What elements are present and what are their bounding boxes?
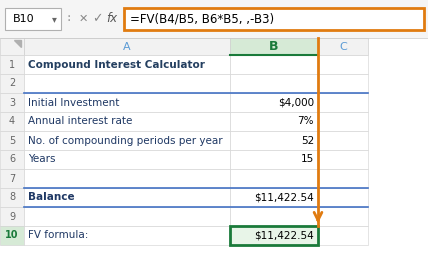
Text: ▾: ▾ (51, 14, 56, 24)
Bar (0, 188, 24, 207)
Text: Years: Years (28, 154, 56, 165)
Bar (230, 112, 318, 131)
Polygon shape (14, 40, 21, 47)
Bar (24, 131, 230, 150)
Bar (318, 131, 368, 150)
Bar (230, 55, 318, 74)
Text: fx: fx (107, 13, 118, 25)
Bar (24, 55, 230, 74)
Text: ·: · (67, 14, 71, 28)
Bar (24, 74, 230, 93)
Text: 52: 52 (301, 136, 314, 146)
Text: Initial Investment: Initial Investment (28, 98, 119, 107)
Text: =FV(B4/B5, B6*B5, ,-B3): =FV(B4/B5, B6*B5, ,-B3) (130, 13, 274, 25)
Text: B10: B10 (13, 14, 35, 24)
Bar (0, 55, 24, 74)
Bar (230, 188, 318, 207)
Bar (0, 38, 24, 55)
Text: A: A (123, 42, 131, 51)
Bar (0, 0, 428, 38)
Text: Balance: Balance (28, 192, 74, 203)
Bar (318, 93, 368, 112)
Text: 3: 3 (9, 98, 15, 107)
Bar (318, 226, 368, 245)
Bar (230, 93, 318, 112)
Bar (318, 74, 368, 93)
Text: B: B (269, 40, 279, 53)
Bar (124, 8, 424, 30)
Bar (24, 207, 230, 226)
Bar (0, 131, 24, 150)
Bar (0, 112, 24, 131)
Text: 15: 15 (301, 154, 314, 165)
Bar (24, 150, 230, 169)
Bar (230, 74, 318, 93)
Text: Compound Interest Calculator: Compound Interest Calculator (28, 59, 205, 69)
Text: 6: 6 (9, 154, 15, 165)
Bar (230, 226, 318, 245)
Text: 1: 1 (9, 59, 15, 69)
Bar (230, 131, 318, 150)
Bar (318, 169, 368, 188)
Bar (230, 207, 318, 226)
Bar (24, 188, 230, 207)
Text: 7: 7 (9, 173, 15, 184)
Text: 9: 9 (9, 211, 15, 221)
Text: 7%: 7% (297, 117, 314, 126)
Text: $11,422.54: $11,422.54 (254, 230, 314, 240)
Text: ·: · (67, 10, 71, 24)
Bar (318, 188, 368, 207)
Text: ✓: ✓ (92, 13, 102, 25)
Bar (230, 38, 318, 55)
Bar (0, 150, 24, 169)
Text: FV formula:: FV formula: (28, 230, 88, 240)
Bar (0, 74, 24, 93)
Bar (230, 169, 318, 188)
Text: 10: 10 (5, 230, 19, 240)
Bar (318, 207, 368, 226)
Bar (24, 112, 230, 131)
Text: C: C (339, 42, 347, 51)
Bar (24, 93, 230, 112)
Bar (0, 169, 24, 188)
Text: 2: 2 (9, 79, 15, 88)
Text: 8: 8 (9, 192, 15, 203)
Bar (0, 207, 24, 226)
Text: $11,422.54: $11,422.54 (254, 192, 314, 203)
Bar (24, 38, 230, 55)
Bar (230, 150, 318, 169)
Bar (0, 93, 24, 112)
Bar (5, 8, 61, 30)
Text: 4: 4 (9, 117, 15, 126)
Bar (0, 226, 24, 245)
Bar (24, 226, 230, 245)
Text: 5: 5 (9, 136, 15, 146)
Text: ✕: ✕ (78, 14, 88, 24)
Text: $4,000: $4,000 (278, 98, 314, 107)
Bar (318, 150, 368, 169)
Text: Annual interest rate: Annual interest rate (28, 117, 132, 126)
Bar (24, 169, 230, 188)
Bar (318, 38, 368, 55)
Bar (230, 226, 318, 245)
Bar (318, 112, 368, 131)
Text: No. of compounding periods per year: No. of compounding periods per year (28, 136, 223, 146)
Bar (318, 55, 368, 74)
